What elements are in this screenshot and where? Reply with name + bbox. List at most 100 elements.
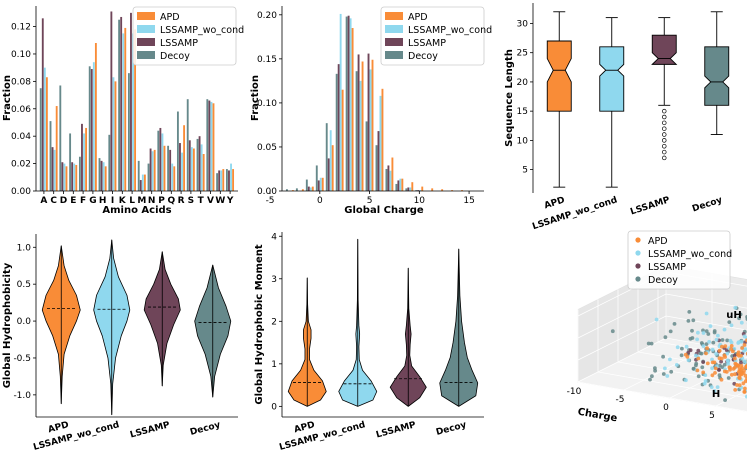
- bar: [337, 64, 340, 191]
- bar: [85, 127, 88, 191]
- scatter-point: [696, 330, 700, 335]
- scatter-point: [712, 389, 717, 393]
- scatter-point: [705, 361, 710, 366]
- scatter-point: [713, 371, 717, 375]
- bar: [39, 88, 42, 191]
- legend-marker: [635, 250, 641, 256]
- x-tick-label: E: [70, 196, 76, 206]
- bar: [291, 190, 294, 191]
- bar: [309, 187, 312, 191]
- scatter-point: [736, 340, 741, 345]
- scatter-point: [743, 347, 747, 352]
- scatter-point: [701, 344, 706, 348]
- scatter-point: [720, 338, 725, 342]
- legend-box: [627, 230, 731, 290]
- x-tick-label: F: [80, 196, 86, 206]
- box: [599, 46, 625, 112]
- y-tick-label: 0.12: [11, 23, 31, 33]
- scatter-point: [725, 338, 730, 343]
- bar: [441, 189, 444, 191]
- legend-label: LSSAMP_wo_cond: [648, 249, 732, 260]
- bar: [305, 179, 308, 191]
- scatter-point: [719, 377, 724, 382]
- scatter-point: [661, 354, 665, 359]
- scatter-point: [710, 360, 715, 365]
- bar: [325, 123, 328, 191]
- bar: [365, 121, 368, 191]
- scatter-point: [729, 372, 734, 377]
- x-tick-label: Q: [167, 196, 175, 206]
- bar: [405, 188, 408, 191]
- bar: [218, 170, 221, 191]
- bar: [63, 163, 66, 191]
- scatter-point: [663, 335, 668, 340]
- scatter-point: [701, 331, 706, 335]
- scatter-point: [728, 365, 732, 370]
- y-tick-label: 0.20: [257, 11, 277, 21]
- bar: [98, 158, 101, 191]
- x-tick-label: LSSAMP: [129, 420, 171, 440]
- bar: [200, 144, 203, 191]
- y-tick-label: -1.0: [13, 391, 31, 401]
- bar: [139, 180, 142, 191]
- bar: [461, 190, 464, 191]
- legend-swatch: [385, 51, 403, 59]
- scatter-point: [610, 329, 615, 334]
- x-tick-label: 5: [709, 411, 715, 421]
- bar: [198, 136, 201, 191]
- bar: [45, 77, 48, 191]
- y-tick-label: 0.08: [11, 77, 31, 87]
- x-tick-label: 15: [463, 196, 474, 206]
- scatter-point: [684, 344, 689, 349]
- bar: [186, 99, 189, 191]
- bar: [71, 162, 74, 191]
- scatter-point: [729, 323, 734, 328]
- scatter-point: [695, 368, 700, 373]
- bar: [157, 130, 160, 191]
- bar: [285, 189, 288, 191]
- y-tick-label: 5: [522, 166, 528, 176]
- scatter-point: [725, 351, 730, 356]
- bar: [118, 19, 121, 191]
- bar: [387, 165, 390, 191]
- legend-swatch: [385, 25, 403, 33]
- scatter-point: [688, 348, 693, 353]
- scatter-point: [737, 353, 741, 358]
- x-tick-label: K: [119, 196, 127, 206]
- y-tick-label: 10: [517, 136, 529, 146]
- scatter-point: [648, 377, 652, 382]
- bar: [137, 160, 140, 191]
- scatter-point: [690, 328, 694, 333]
- outlier: [661, 126, 667, 131]
- y-tick-label: -0.5: [13, 354, 31, 364]
- x-tick-label: -10: [567, 387, 582, 397]
- scatter-point: [663, 366, 667, 371]
- outlier: [661, 138, 667, 143]
- scatter-point: [730, 349, 735, 354]
- y-tick-label: 2: [271, 317, 277, 327]
- outlier: [661, 108, 667, 114]
- scatter-point: [708, 324, 713, 328]
- scatter-point: [646, 341, 651, 346]
- scatter-point: [723, 344, 728, 349]
- y-axis-title: H: [712, 389, 720, 400]
- bar: [102, 162, 105, 191]
- scatter-point: [684, 378, 688, 383]
- y-tick-label: 0.10: [257, 99, 277, 109]
- bar: [379, 95, 382, 191]
- bar: [90, 69, 93, 191]
- bar: [225, 169, 228, 191]
- y-tick-label: 20: [517, 78, 529, 88]
- scatter-point: [719, 356, 724, 361]
- bar: [395, 183, 398, 191]
- x-tick-label: LSSAMP: [375, 420, 417, 440]
- legend-label: APD: [408, 12, 428, 23]
- bar: [208, 100, 211, 191]
- legend-label: APD: [160, 12, 180, 23]
- bar: [361, 61, 364, 191]
- bar: [399, 178, 402, 191]
- bar: [359, 80, 362, 191]
- legend-swatch: [137, 25, 155, 33]
- scatter-point: [704, 342, 709, 346]
- y-axis-title: Fraction: [2, 75, 13, 121]
